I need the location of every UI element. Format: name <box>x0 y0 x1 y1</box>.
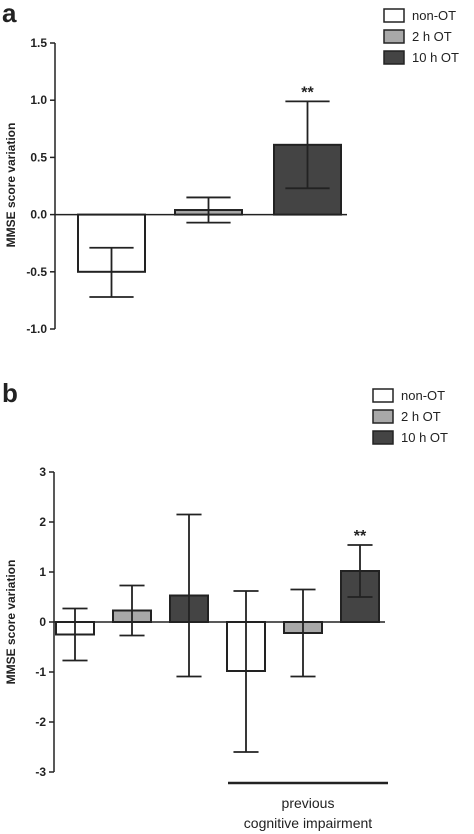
legend-swatch-b <box>372 430 394 445</box>
group-label-line-2: cognitive impairment <box>244 815 372 831</box>
y-tick-label-b: 2 <box>39 515 46 529</box>
y-axis-b: 3 2 1 0 -1 -2 -3 <box>35 465 385 779</box>
legend-label-b: 2 h OT <box>401 409 441 424</box>
y-tick-label-a: 1.5 <box>30 36 47 50</box>
panel-a: a MMSE score variation 1.5 1.0 0.5 0.0 -0.5 -… <box>2 0 459 336</box>
panel-letter-b: b <box>2 378 18 408</box>
group-label-line-1: previous <box>282 795 335 811</box>
bars-a: ** <box>77 84 342 298</box>
y-tick-label-b: -2 <box>35 715 46 729</box>
legend-swatch-a <box>383 8 405 23</box>
y-tick-label-b: 0 <box>39 615 46 629</box>
y-axis-label-b: MMSE score variation <box>4 560 18 685</box>
legend-label-b: non-OT <box>401 388 445 403</box>
legend-swatch-a <box>383 29 405 44</box>
y-tick-label-b: -3 <box>35 765 46 779</box>
panel-b: b MMSE score variation 3 2 1 0 -1 -2 -3 ** non… <box>2 378 448 831</box>
legend-label-a: non-OT <box>412 8 456 23</box>
y-tick-label-a: 0.0 <box>30 208 47 222</box>
legend-swatch-a <box>383 50 405 65</box>
legend-label-b: 10 h OT <box>401 430 448 445</box>
y-tick-label-a: -1.0 <box>26 322 47 336</box>
legend-label-a: 2 h OT <box>412 29 452 44</box>
y-tick-label-a: -0.5 <box>26 265 47 279</box>
legend-swatch-b <box>372 409 394 424</box>
y-tick-label-a: 0.5 <box>30 150 47 164</box>
y-axis-label-a: MMSE score variation <box>4 123 18 248</box>
y-tick-label-a: 1.0 <box>30 93 47 107</box>
legend-label-a: 10 h OT <box>412 50 459 65</box>
y-tick-label-b: 3 <box>39 465 46 479</box>
bars-b: ** <box>55 513 380 753</box>
y-tick-label-b: -1 <box>35 665 46 679</box>
significance-label-a: ** <box>301 84 314 101</box>
significance-label-b: ** <box>354 528 367 545</box>
legend-swatch-b <box>372 388 394 403</box>
legend-b: non-OT 2 h OT 10 h OT <box>372 388 448 445</box>
panel-letter-a: a <box>2 0 17 28</box>
y-tick-label-b: 1 <box>39 565 46 579</box>
legend-a: non-OT 2 h OT 10 h OT <box>383 8 459 65</box>
